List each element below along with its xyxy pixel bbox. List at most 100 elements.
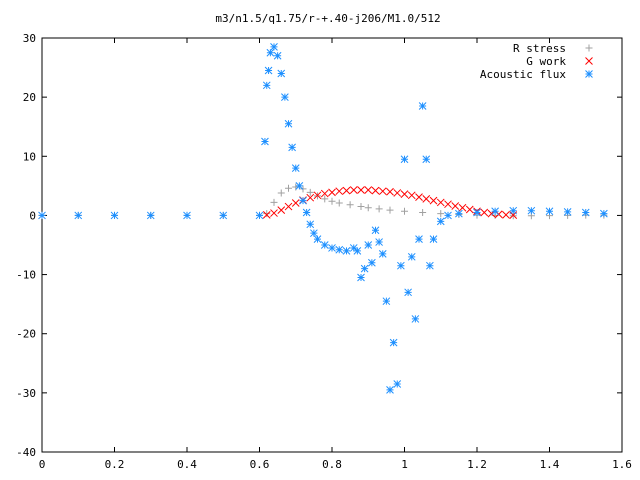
data-point: [281, 93, 289, 101]
data-point: [437, 210, 445, 218]
axes: 0 0.2 0.4 0.6 0.8 1 1.2 1.4 1.6 -40 -30 -20 -10 0 10 20…: [16, 32, 632, 471]
data-point: [407, 191, 416, 200]
data-point: [288, 143, 296, 152]
series-0: [38, 183, 608, 220]
x-tick-label: 0.4: [177, 458, 197, 471]
data-point: [502, 210, 510, 219]
data-point: [357, 273, 365, 282]
data-point: [411, 315, 420, 323]
data-point: [270, 209, 278, 217]
data-point: [353, 247, 362, 255]
data-point: [371, 186, 380, 195]
data-point: [320, 241, 329, 249]
data-point: [371, 226, 380, 235]
data-point: [262, 81, 271, 90]
data-point: [404, 288, 412, 297]
data-point: [415, 193, 423, 201]
data-point: [444, 200, 452, 209]
data-point: [563, 208, 572, 216]
data-point: [357, 186, 365, 194]
data-point: [382, 297, 391, 306]
data-point: [219, 211, 228, 220]
data-point: [378, 187, 387, 196]
data-point: [378, 250, 387, 258]
data-point: [277, 189, 285, 197]
data-point: [480, 208, 489, 217]
data-point: [429, 196, 438, 205]
data-point: [458, 203, 467, 212]
data-point: [364, 204, 372, 212]
data-point: [364, 241, 373, 249]
data-point: [545, 207, 554, 216]
data-point: [183, 211, 191, 220]
data-point: [306, 188, 314, 196]
data-point: [313, 191, 322, 200]
data-point: [465, 205, 474, 214]
data-point: [328, 188, 336, 197]
data-point: [277, 69, 286, 78]
data-point: [262, 210, 271, 219]
data-point: [266, 48, 275, 57]
data-point: [342, 186, 351, 195]
data-point: [255, 211, 264, 220]
data-point: [401, 207, 408, 215]
data-point: [386, 206, 394, 214]
data-point: [436, 217, 445, 226]
data-point: [455, 209, 463, 218]
data-point: [349, 186, 358, 194]
legend-marker: [585, 70, 593, 78]
data-point: [320, 189, 329, 198]
data-point: [264, 66, 273, 75]
data-point: [426, 261, 434, 270]
series-1: [262, 186, 518, 219]
data-point: [335, 245, 344, 254]
data-point: [342, 247, 351, 255]
data-point: [400, 155, 409, 164]
data-point: [295, 182, 304, 190]
x-tick-label: 0.6: [250, 458, 270, 471]
y-tick-label: 10: [23, 150, 36, 163]
data-point: [270, 198, 278, 206]
data-point: [74, 211, 83, 220]
y-tick-label: 20: [23, 91, 36, 104]
data-point: [429, 235, 438, 243]
data-point: [306, 220, 315, 229]
data-point: [335, 199, 343, 207]
data-point: [389, 338, 398, 347]
data-point: [407, 252, 416, 261]
y-tick-label: 0: [29, 209, 36, 222]
data-point: [422, 195, 431, 203]
data-point: [321, 195, 329, 203]
data-point: [375, 238, 383, 246]
data-point: [328, 244, 336, 252]
legend-marker: [585, 44, 593, 52]
legend-label: R stress: [513, 42, 566, 55]
data-point: [393, 189, 402, 197]
x-tick-label: 0.8: [322, 458, 342, 471]
y-tick-label: -40: [16, 446, 36, 459]
data-point: [261, 137, 269, 146]
data-point: [509, 206, 518, 215]
data-point: [313, 235, 322, 243]
data-point: [328, 197, 336, 205]
data-point: [436, 198, 445, 207]
data-point: [386, 386, 394, 394]
legend-label: Acoustic flux: [480, 68, 566, 81]
data-point: [263, 210, 271, 218]
data-point: [422, 155, 431, 164]
data-point: [400, 190, 409, 198]
data-point: [285, 184, 292, 192]
legend-marker: [585, 57, 593, 65]
data-point: [418, 102, 427, 110]
x-tick-label: 1.4: [540, 458, 560, 471]
data-point: [291, 199, 300, 207]
x-tick-label: 1.6: [612, 458, 632, 471]
legend-label: G work: [526, 55, 566, 68]
data-point: [346, 201, 354, 209]
data-point: [444, 211, 452, 220]
chart-title: m3/n1.5/q1.75/r-+.40-j206/M1.0/512: [215, 12, 440, 25]
x-tick-label: 0.2: [105, 458, 125, 471]
series-2: [38, 43, 608, 394]
